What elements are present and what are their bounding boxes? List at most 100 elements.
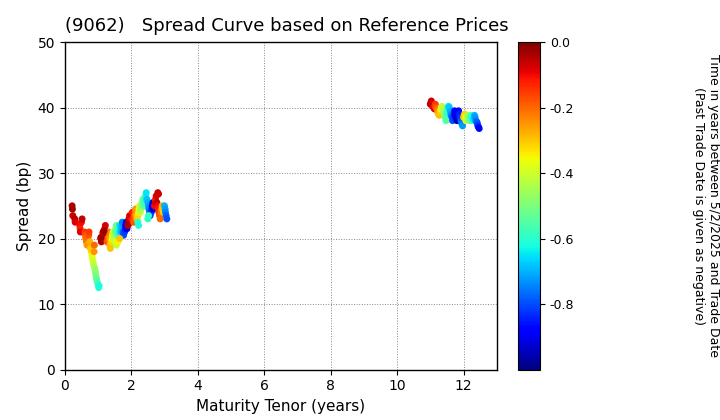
- Point: [129, 212, 140, 219]
- Point: [156, 209, 167, 216]
- Point: [427, 103, 438, 110]
- Point: [464, 116, 476, 123]
- Point: [106, 239, 117, 245]
- Point: [446, 114, 458, 121]
- Point: [82, 235, 94, 242]
- Point: [126, 212, 138, 219]
- Point: [107, 235, 118, 242]
- Point: [151, 199, 163, 206]
- Point: [156, 206, 168, 213]
- Point: [145, 209, 157, 216]
- Point: [156, 202, 168, 209]
- Text: (9062)   Spread Curve based on Reference Prices: (9062) Spread Curve based on Reference P…: [65, 17, 508, 35]
- Point: [469, 114, 480, 121]
- Point: [122, 222, 134, 229]
- Point: [465, 112, 477, 119]
- Point: [459, 112, 470, 119]
- Point: [114, 222, 125, 229]
- Point: [79, 228, 91, 235]
- Point: [454, 111, 465, 118]
- Point: [137, 199, 148, 206]
- Point: [123, 215, 135, 222]
- Point: [161, 212, 172, 219]
- Point: [113, 228, 125, 235]
- Point: [157, 206, 168, 213]
- Point: [153, 206, 164, 213]
- Point: [117, 228, 129, 235]
- Point: [444, 104, 455, 111]
- Point: [90, 271, 102, 278]
- Y-axis label: Spread (bp): Spread (bp): [17, 161, 32, 251]
- Point: [435, 105, 446, 112]
- Point: [429, 103, 441, 110]
- Point: [152, 202, 163, 209]
- Point: [107, 232, 118, 239]
- Point: [432, 109, 444, 116]
- Point: [436, 103, 448, 110]
- Point: [140, 189, 152, 196]
- Point: [428, 104, 439, 111]
- Point: [112, 232, 124, 239]
- Point: [94, 282, 105, 289]
- Point: [89, 242, 100, 249]
- Point: [102, 232, 114, 239]
- Point: [146, 202, 158, 209]
- Point: [137, 196, 148, 202]
- Point: [121, 226, 132, 232]
- Point: [460, 117, 472, 124]
- Point: [130, 206, 141, 213]
- Point: [111, 222, 122, 229]
- Point: [454, 114, 466, 121]
- Point: [110, 226, 122, 232]
- Point: [96, 235, 108, 242]
- Point: [431, 104, 442, 111]
- Point: [466, 114, 477, 121]
- Point: [109, 232, 120, 239]
- Point: [158, 202, 170, 209]
- Point: [113, 226, 125, 232]
- Point: [142, 199, 153, 206]
- Point: [123, 219, 135, 226]
- Point: [448, 114, 459, 121]
- Point: [465, 114, 477, 121]
- Point: [463, 114, 474, 121]
- Point: [133, 206, 145, 213]
- Point: [145, 212, 156, 219]
- Point: [154, 215, 166, 222]
- Point: [432, 108, 444, 114]
- Point: [84, 228, 95, 235]
- Point: [127, 209, 138, 216]
- Point: [103, 235, 114, 242]
- Point: [461, 116, 472, 123]
- Point: [453, 108, 464, 114]
- Point: [127, 215, 139, 222]
- Point: [143, 206, 155, 213]
- Point: [437, 104, 449, 111]
- Point: [87, 258, 99, 265]
- Point: [84, 239, 96, 245]
- Point: [100, 228, 112, 235]
- Point: [76, 215, 88, 222]
- Point: [154, 212, 166, 219]
- Point: [431, 105, 443, 112]
- Point: [76, 219, 87, 226]
- Point: [468, 116, 480, 123]
- Point: [426, 97, 437, 104]
- Point: [425, 101, 436, 108]
- Point: [447, 117, 459, 124]
- Point: [119, 228, 130, 235]
- Point: [69, 215, 81, 222]
- Point: [438, 108, 449, 114]
- Point: [148, 206, 159, 213]
- Point: [81, 239, 92, 245]
- Point: [452, 111, 464, 118]
- Point: [117, 219, 128, 226]
- Point: [107, 228, 119, 235]
- Point: [88, 261, 99, 268]
- Point: [455, 117, 467, 124]
- Point: [150, 193, 162, 199]
- Point: [442, 104, 454, 111]
- Point: [456, 121, 468, 127]
- Point: [452, 114, 464, 121]
- Point: [93, 284, 104, 291]
